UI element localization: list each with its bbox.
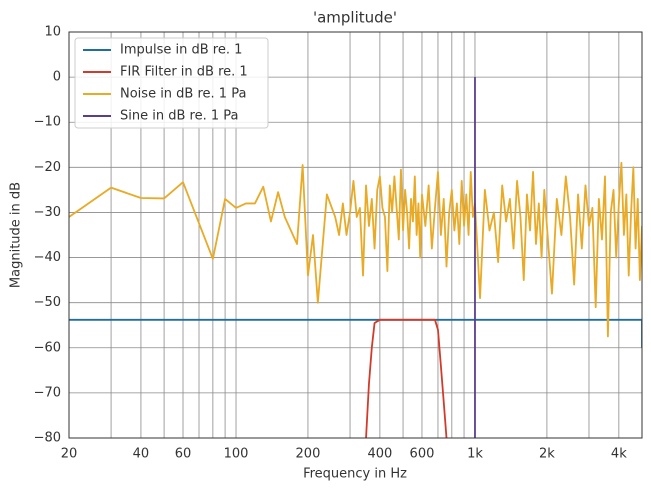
legend: Impulse in dB re. 1 FIR Filter in dB re. … [74,37,269,129]
x-tick-label: 600 [410,447,435,462]
y-tick-label: −60 [34,340,61,355]
x-tick-label: 60 [175,447,192,462]
x-tick-label: 200 [296,447,321,462]
legend-label: Noise in dB re. 1 Pa [120,87,246,102]
y-tick-label: 10 [44,25,61,40]
y-axis-label: Magnitude in dB [9,182,24,288]
y-tick-label: −80 [34,431,61,446]
legend-box [74,37,269,129]
x-tick-label: 100 [224,447,249,462]
y-tick-label: 0 [53,70,61,85]
x-axis-label: Frequency in Hz [303,467,407,482]
plot-area [69,77,642,438]
y-tick-label: −40 [34,250,61,265]
y-tick-label: −50 [34,295,61,310]
x-tick-label: 2k [539,447,555,462]
y-tick-label: −20 [34,160,61,175]
y-tick-label: −10 [34,115,61,130]
x-tick-label: 4k [611,447,627,462]
series-line [69,161,642,338]
x-tick-label: 1k [467,447,483,462]
legend-label: FIR Filter in dB re. 1 [120,65,248,80]
x-tick-label: 20 [61,447,78,462]
x-tick-label: 400 [367,447,392,462]
y-tick-label: −30 [34,205,61,220]
chart-title: 'amplitude' [313,9,397,27]
legend-label: Impulse in dB re. 1 [120,43,242,58]
axes-frame [68,31,643,439]
y-tick-label: −70 [34,385,61,400]
legend-label: Sine in dB re. 1 Pa [120,109,238,124]
x-tick-label: 40 [133,447,150,462]
series-line [365,318,448,438]
series-line [69,318,642,348]
